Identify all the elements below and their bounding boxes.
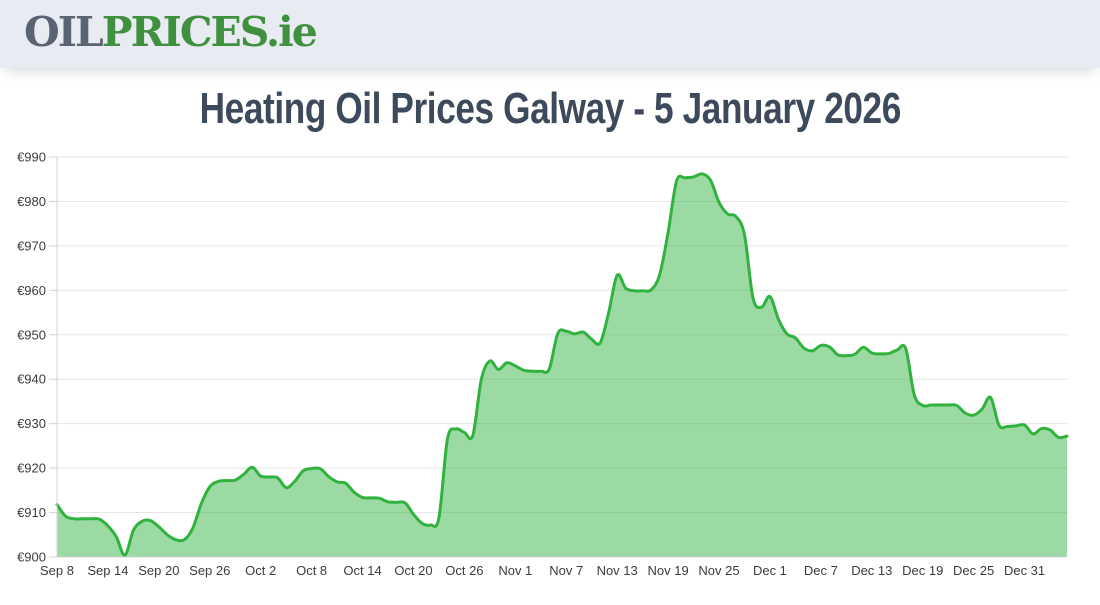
logo-text-ie: .ie (265, 8, 318, 56)
x-axis-label: Oct 20 (394, 563, 432, 578)
x-axis-label: Dec 13 (851, 563, 892, 578)
x-axis-label: Nov 19 (647, 563, 688, 578)
site-header: OILPRICES.ie (0, 0, 1100, 68)
x-axis-label: Dec 7 (804, 563, 838, 578)
x-axis-label: Sep 8 (40, 563, 74, 578)
x-axis-label: Oct 2 (245, 563, 276, 578)
y-axis-label: €900 (17, 550, 46, 565)
page-title: Heating Oil Prices Galway - 5 January 20… (0, 83, 1100, 134)
chart-container[interactable]: €900 €910 €920 €930 €940 €950 €960 €970 €980 €990… (0, 145, 1100, 605)
x-axis-label: Oct 26 (445, 563, 483, 578)
y-axis-label: €920 (17, 461, 46, 476)
x-axis-label: Nov 7 (549, 563, 583, 578)
x-axis-label: Sep 20 (138, 563, 179, 578)
x-axis-label: Nov 1 (498, 563, 532, 578)
price-line (55, 172, 1069, 557)
x-axis-label: Dec 25 (953, 563, 994, 578)
y-axis-label: €960 (17, 283, 46, 298)
x-axis-label: Oct 14 (343, 563, 381, 578)
page-title-text: Heating Oil Prices Galway - 5 January 20… (199, 84, 901, 133)
y-axis-label: €970 (17, 238, 46, 253)
y-axis-label: €950 (17, 327, 46, 342)
grid-lines (49, 156, 1068, 558)
x-axis-label: Sep 14 (87, 563, 128, 578)
y-axis-label: €930 (17, 416, 46, 431)
x-axis-label: Dec 31 (1004, 563, 1045, 578)
x-axis-labels: Sep 8 Sep 14 Sep 20 Sep 26 Oct 2 Oct 8 Oct 14 O… (40, 563, 1045, 578)
x-axis-label: Nov 25 (698, 563, 739, 578)
x-axis-label: Oct 8 (296, 563, 327, 578)
y-axis-label: €940 (17, 372, 46, 387)
logo-text-oil: OIL (24, 8, 104, 56)
x-axis-label: Dec 1 (753, 563, 787, 578)
y-axis-label: €980 (17, 194, 46, 209)
x-axis-label: Dec 19 (902, 563, 943, 578)
x-axis-label: Sep 26 (189, 563, 230, 578)
y-axis-label: €990 (17, 150, 46, 165)
x-axis-label: Nov 13 (597, 563, 638, 578)
price-area (57, 173, 1067, 558)
y-axis-labels: €900 €910 €920 €930 €940 €950 €960 €970 €980 €990 (17, 150, 46, 565)
logo-text-prices: PRICES (101, 8, 268, 56)
y-axis-label: €910 (17, 505, 46, 520)
site-logo[interactable]: OILPRICES.ie (24, 8, 318, 56)
price-chart[interactable]: €900 €910 €920 €930 €940 €950 €960 €970 €980 €990… (0, 145, 1100, 600)
